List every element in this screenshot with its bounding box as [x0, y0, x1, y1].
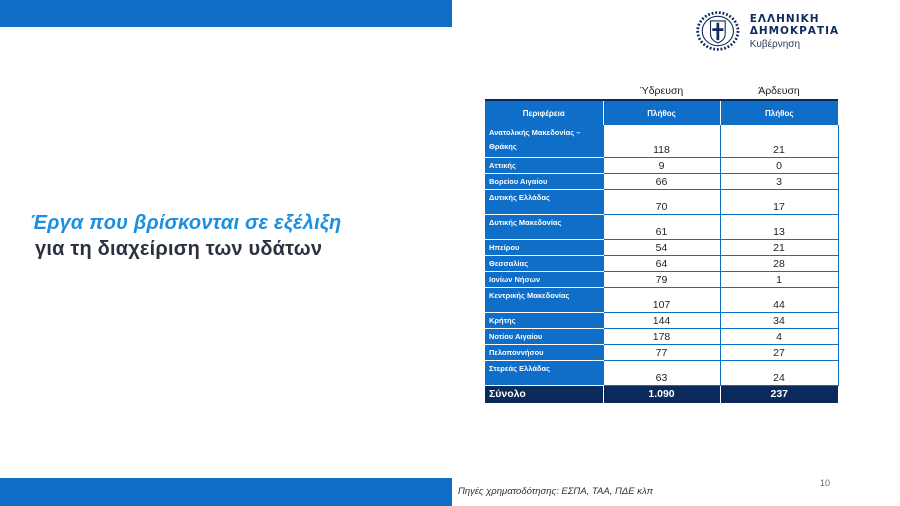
table-row: Στερεάς Ελλάδας 63 24 [485, 360, 839, 386]
irrigation-cell: 28 [719, 255, 839, 272]
irrigation-cell: 24 [719, 360, 839, 386]
sub-header-row: Περιφέρεια Πλήθος Πλήθος [485, 100, 838, 125]
page-number: 10 [820, 478, 831, 488]
table-row: Δυτικής Ελλάδας 70 17 [485, 189, 839, 215]
table-row: Ηπείρου 54 21 [485, 239, 839, 256]
irrigation-cell: 34 [719, 312, 839, 329]
table-row: Πελοποννήσου 77 27 [485, 344, 839, 361]
total-irrigation: 237 [719, 385, 838, 403]
region-cell: Ιονίων Νήσων [485, 271, 603, 288]
water-supply-cell: 144 [602, 312, 720, 329]
logo-subtitle: Κυβέρνηση [749, 38, 801, 50]
column-header-count-water: Πλήθος [602, 100, 720, 125]
water-supply-cell: 9 [602, 157, 720, 174]
total-row: Σύνολο 1.090 237 [485, 385, 838, 403]
table-row: Αττικής 9 0 [485, 157, 839, 174]
irrigation-cell: 44 [719, 287, 839, 313]
table-row: Κεντρικής Μακεδονίας 107 44 [485, 287, 839, 313]
table-row: Δυτικής Μακεδονίας 61 13 [485, 214, 839, 240]
water-supply-cell: 64 [602, 255, 720, 272]
total-label: Σύνολο [485, 385, 603, 403]
irrigation-cell: 27 [719, 344, 839, 361]
region-cell: Ηπείρου [485, 239, 603, 256]
water-supply-cell: 66 [602, 173, 720, 190]
region-cell: Αττικής [485, 157, 603, 174]
group-header-irrigation: Άρδευση [720, 83, 838, 101]
region-cell: Κεντρικής Μακεδονίας [485, 287, 603, 313]
irrigation-cell: 4 [719, 328, 839, 345]
irrigation-cell: 3 [719, 173, 839, 190]
government-logo: ΕΛΛΗΝΙΚΗ ΔΗΜΟΚΡΑΤΙΑ Κυβέρνηση [694, 8, 900, 54]
irrigation-cell: 21 [719, 125, 839, 158]
column-header-region: Περιφέρεια [485, 100, 603, 125]
water-supply-cell: 178 [602, 328, 720, 345]
table-row: Νοτίου Αιγαίου 178 4 [485, 328, 839, 345]
greek-emblem-icon [696, 11, 740, 51]
slide-title: Έργα που βρίσκονται σε εξέλιξη για τη δι… [30, 212, 341, 261]
region-cell: Νοτίου Αιγαίου [485, 328, 603, 345]
water-supply-cell: 61 [602, 214, 720, 240]
irrigation-cell: 21 [719, 239, 839, 256]
irrigation-cell: 1 [719, 271, 839, 288]
group-header-row: Ύδρευση Άρδευση [485, 83, 838, 101]
table-row: Θεσσαλίας 64 28 [485, 255, 839, 272]
logo-title: ΕΛΛΗΝΙΚΗ ΔΗΜΟΚΡΑΤΙΑ [749, 12, 840, 37]
region-cell: Ανατολικής Μακεδονίας – Θράκης [485, 125, 603, 158]
group-header-blank [485, 83, 603, 101]
column-header-count-irrigation: Πλήθος [719, 100, 838, 125]
funding-source-note: Πηγές χρηματοδότησης: ΕΣΠΑ, ΤΑΑ, ΠΔΕ κλπ [458, 486, 654, 497]
region-cell: Δυτικής Μακεδονίας [485, 214, 603, 240]
slide-title-line-1: Έργα που βρίσκονται σε εξέλιξη [30, 212, 342, 234]
water-supply-cell: 79 [602, 271, 720, 288]
water-supply-cell: 63 [602, 360, 720, 386]
table-row: Ανατολικής Μακεδονίας – Θράκης 118 21 [485, 125, 839, 158]
water-supply-cell: 107 [602, 287, 720, 313]
irrigation-cell: 0 [719, 157, 839, 174]
table-row: Κρήτης 144 34 [485, 312, 839, 329]
region-cell: Βορείου Αιγαίου [485, 173, 603, 190]
slide-title-line-2: για τη διαχείριση των υδάτων [35, 238, 323, 260]
total-water-supply: 1.090 [602, 385, 720, 403]
region-cell: Δυτικής Ελλάδας [485, 189, 603, 215]
irrigation-cell: 17 [719, 189, 839, 215]
table-row: Βορείου Αιγαίου 66 3 [485, 173, 839, 190]
bottom-accent-bar [0, 478, 452, 506]
top-accent-bar [0, 0, 452, 27]
water-supply-cell: 77 [602, 344, 720, 361]
water-supply-cell: 70 [602, 189, 720, 215]
irrigation-cell: 13 [719, 214, 839, 240]
water-supply-cell: 118 [602, 125, 720, 158]
projects-table: Ύδρευση Άρδευση Περιφέρεια Πλήθος Πλήθος… [485, 83, 839, 403]
water-supply-cell: 54 [602, 239, 720, 256]
region-cell: Πελοποννήσου [485, 344, 603, 361]
region-cell: Θεσσαλίας [485, 255, 603, 272]
region-cell: Κρήτης [485, 312, 603, 329]
region-cell: Στερεάς Ελλάδας [485, 360, 603, 386]
table-row: Ιονίων Νήσων 79 1 [485, 271, 839, 288]
group-header-water-supply: Ύδρευση [603, 83, 720, 101]
